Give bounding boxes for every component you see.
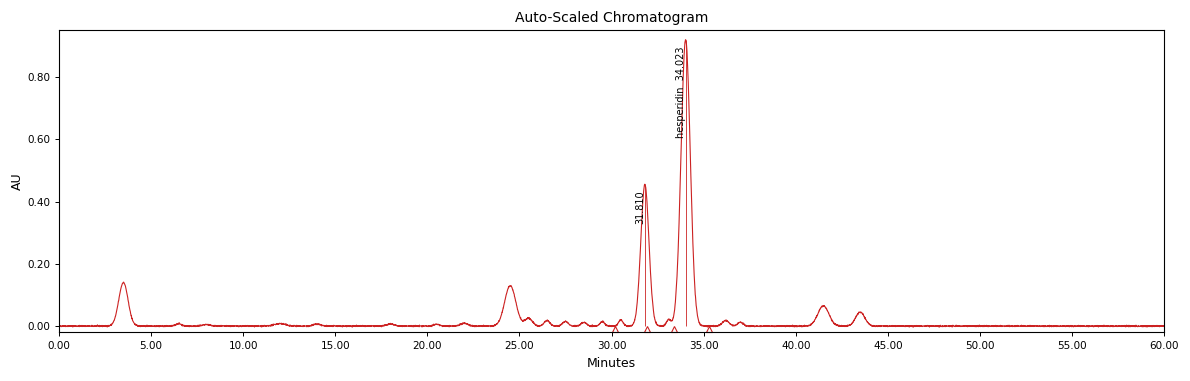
Y-axis label: AU: AU (11, 173, 24, 190)
Text: hesperidin  34.023: hesperidin 34.023 (676, 46, 685, 138)
Title: Auto-Scaled Chromatogram: Auto-Scaled Chromatogram (515, 11, 708, 25)
Text: 31.810: 31.810 (635, 191, 645, 224)
X-axis label: Minutes: Minutes (587, 357, 637, 370)
